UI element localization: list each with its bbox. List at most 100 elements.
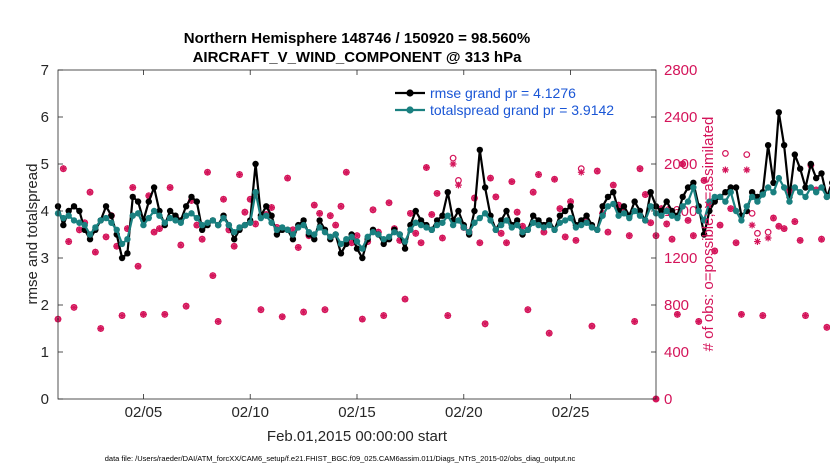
totalspread-point <box>684 198 692 205</box>
obs-assimilated-point <box>145 192 153 200</box>
obs-assimilated-point <box>791 218 799 225</box>
obs-assimilated-point <box>140 311 147 318</box>
totalspread-point <box>337 240 345 248</box>
obs-assimilated-point <box>406 209 414 217</box>
x-tick-label: 02/15 <box>338 404 376 421</box>
totalspread-point <box>663 207 670 215</box>
totalspread-point <box>166 214 174 222</box>
rmse-point <box>118 254 126 262</box>
totalspread-point <box>578 221 585 229</box>
totalspread-point <box>193 214 201 222</box>
obs-assimilated-point <box>689 232 697 240</box>
totalspread-point <box>129 212 136 219</box>
obs-assimilated-point <box>204 168 211 176</box>
totalspread-point <box>417 221 425 229</box>
totalspread-point <box>86 231 94 238</box>
rmse-point <box>567 203 574 210</box>
rmse-point <box>193 198 201 205</box>
rmse-point <box>268 212 275 219</box>
plot-frame <box>57 69 657 400</box>
chart-title-line1: Northern Hemisphere 148746 / 150920 = 98… <box>184 30 530 47</box>
totalspread-point <box>444 212 451 219</box>
totalspread-point <box>626 214 633 222</box>
obs-assimilated-point <box>428 211 436 218</box>
totalspread-point <box>738 217 745 224</box>
x-tick-label: 02/20 <box>445 404 483 421</box>
obs-assimilated-point <box>716 221 724 229</box>
obs-assimilated-point <box>134 262 142 270</box>
totalspread-point <box>177 219 185 226</box>
obs-assimilated-point <box>150 228 158 236</box>
rmse-point <box>780 142 788 149</box>
obs-assimilated-point <box>225 226 233 234</box>
obs-assimilated-point <box>396 236 404 244</box>
obs-assimilated-point <box>209 272 217 280</box>
totalspread-point <box>647 203 654 210</box>
rmse-point <box>583 212 590 219</box>
totalspread-point <box>225 221 233 229</box>
obs-assimilated-point <box>220 195 227 203</box>
totalspread-point <box>588 224 596 231</box>
obs-assimilated-point <box>545 329 553 337</box>
totalspread-point <box>812 189 820 196</box>
totalspread-point <box>214 221 222 229</box>
obs-possible-point <box>764 228 772 236</box>
obs-assimilated-point <box>759 312 767 319</box>
obs-assimilated-point <box>353 232 361 240</box>
rmse-point <box>102 203 110 210</box>
totalspread-point <box>311 231 318 238</box>
totalspread-point <box>391 228 398 236</box>
y-left-tick-label: 7 <box>41 62 49 79</box>
obs-assimilated-point <box>764 234 772 242</box>
totalspread-point <box>295 224 302 231</box>
rmse-point <box>668 207 676 215</box>
obs-assimilated-point <box>294 244 302 251</box>
rmse-point <box>663 198 670 205</box>
rmse-point <box>188 193 195 201</box>
obs-assimilated-point <box>615 201 623 209</box>
obs-assimilated-point <box>182 302 190 310</box>
totalspread-point <box>529 219 537 226</box>
totalspread-point <box>76 219 83 226</box>
obs-assimilated-point <box>188 197 195 204</box>
totalspread-point <box>540 224 548 231</box>
rmse-point <box>417 217 425 224</box>
obs-assimilated-point <box>433 189 441 197</box>
rmse-point <box>172 212 179 219</box>
rmse-point <box>166 207 174 215</box>
obs-assimilated-point <box>679 160 687 168</box>
rmse-point <box>503 207 510 215</box>
totalspread-point <box>108 219 115 226</box>
obs-assimilated-point <box>91 248 99 256</box>
obs-assimilated-point <box>561 233 569 241</box>
rmse-point <box>562 207 569 215</box>
rmse-point <box>156 207 163 215</box>
obs-assimilated-point <box>385 199 393 207</box>
totalspread-point <box>796 189 804 196</box>
totalspread-point <box>610 200 617 208</box>
obs-assimilated-point <box>246 195 254 203</box>
rmse-point <box>412 207 419 215</box>
rmse-point <box>604 193 612 201</box>
totalspread-point <box>439 219 446 226</box>
obs-assimilated-point <box>326 212 334 220</box>
totalspread-point <box>636 212 644 219</box>
obs-assimilated-point <box>321 306 329 314</box>
obs-assimilated-point <box>423 164 430 171</box>
obs-assimilated-point <box>775 222 783 230</box>
obs-assimilated-point <box>268 204 275 211</box>
totalspread-point <box>284 226 291 233</box>
totalspread-point <box>722 198 729 205</box>
totalspread-point <box>375 231 382 238</box>
totalspread-point <box>754 198 761 205</box>
obs-assimilated-point <box>252 220 259 228</box>
totalspread-point <box>497 221 505 229</box>
totalspread-point <box>513 221 521 229</box>
obs-assimilated-point <box>743 166 751 174</box>
obs-assimilated-point <box>310 201 318 209</box>
obs-assimilated-point <box>166 184 174 191</box>
rmse-point <box>252 160 259 168</box>
rmse-point <box>748 189 756 196</box>
obs-assimilated-point <box>59 165 67 173</box>
obs-assimilated-point <box>380 312 388 319</box>
